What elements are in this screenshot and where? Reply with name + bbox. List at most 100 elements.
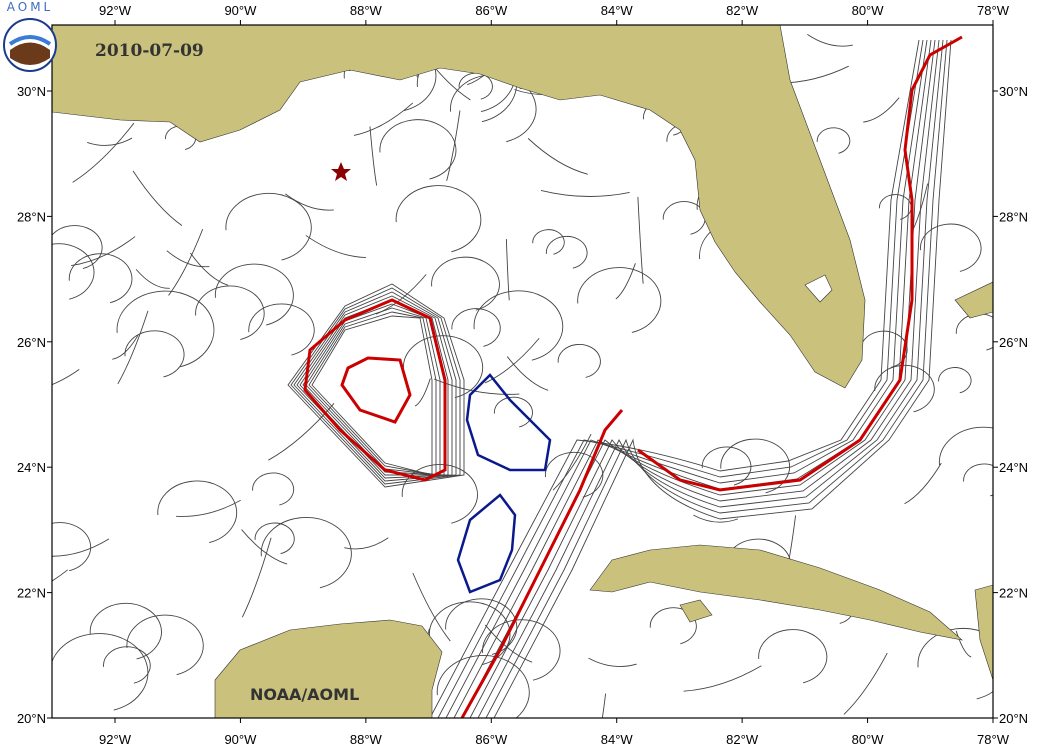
current-streamline (485, 39, 948, 718)
current-streamline (469, 39, 940, 718)
streamline (588, 657, 637, 667)
eddy-streamline (379, 119, 457, 180)
lake (804, 274, 833, 303)
us-coast (52, 25, 866, 389)
streamline (693, 514, 739, 523)
streamline (433, 378, 520, 395)
yucatan (214, 619, 443, 718)
eddy-streamline (473, 290, 564, 361)
lon-label: 78°W (977, 3, 1010, 18)
streamline (484, 624, 533, 663)
streamline (863, 97, 900, 123)
eddy-streamline (938, 426, 993, 466)
streamline (71, 236, 136, 266)
eddy-streamline (816, 127, 851, 154)
eddy-streamline (532, 229, 565, 255)
lon-label: 82°W (726, 3, 759, 18)
eddy-streamline (248, 303, 315, 356)
credit: NOAA/AOML (250, 685, 359, 704)
eddy-streamline (116, 290, 215, 368)
streamline (505, 239, 510, 301)
isla-juventud (679, 599, 713, 623)
lon-label: 88°W (350, 732, 383, 747)
lon-label: 84°W (601, 3, 634, 18)
logo-text: AOML (7, 0, 53, 14)
lat-label: 24°N (17, 460, 46, 475)
eddy-streamline (260, 517, 352, 589)
lat-label: 30°N (17, 84, 46, 99)
eddy-streamline (429, 601, 511, 666)
eddy-streamline (963, 463, 993, 497)
eddy-streamline (124, 330, 185, 378)
eddy-streamline (103, 646, 151, 684)
lat-label: 28°N (999, 209, 1028, 224)
streamline (446, 110, 461, 181)
current-streamline (437, 39, 924, 718)
eddy-streamline (52, 633, 149, 711)
eddy-streamline (701, 446, 752, 486)
eddy-streamline (758, 629, 828, 684)
lon-label: 80°W (852, 3, 885, 18)
lon-label: 86°W (475, 3, 508, 18)
lon-label: 84°W (601, 732, 634, 747)
streamline (904, 462, 942, 505)
eddy-streamline (126, 614, 204, 676)
frame (51, 24, 994, 719)
streamline (540, 189, 630, 197)
loop-current-inner (340, 356, 412, 424)
eddy-streamline (557, 343, 601, 378)
streamline (305, 235, 366, 259)
streamline (527, 138, 588, 175)
streamline (344, 537, 389, 550)
eddy-streamline (436, 655, 530, 718)
eddy-streamline (874, 364, 935, 413)
eddy-streamline (401, 464, 478, 524)
lat-label: 20°N (17, 711, 46, 726)
logo-land (10, 42, 50, 65)
streamline (52, 369, 80, 386)
lon-label: 80°W (852, 732, 885, 747)
current-streamline (461, 39, 936, 718)
current-streamline (477, 39, 944, 718)
eddy-streamline (52, 243, 95, 300)
lat-label: 28°N (17, 209, 46, 224)
eddy-streamline (254, 522, 295, 555)
streamline (369, 126, 378, 186)
eddy-streamline (157, 480, 238, 544)
gulf-stream (460, 35, 963, 718)
eddy-streamline (545, 235, 588, 269)
streamline (112, 334, 139, 360)
streamline (132, 170, 183, 227)
andros (954, 281, 993, 319)
streamline (807, 34, 853, 47)
streamline (176, 499, 241, 517)
streamline (412, 572, 451, 642)
streamline (241, 529, 288, 565)
lat-label: 26°N (999, 335, 1028, 350)
eddy-streamline (955, 313, 993, 351)
eddy-streamline (89, 602, 162, 660)
eddy-streamline (195, 285, 265, 340)
streamline (52, 538, 110, 557)
loop-streamline (299, 299, 449, 476)
lon-label: 88°W (350, 3, 383, 18)
hispaniola (974, 584, 993, 681)
streamline (506, 356, 549, 391)
streamline (683, 665, 762, 692)
eddy-streamline (431, 256, 500, 311)
current-streamline (493, 39, 952, 718)
lon-label: 90°W (224, 732, 257, 747)
streamline (52, 335, 53, 338)
lon-label: 90°W (224, 3, 257, 18)
current-streamline (445, 39, 928, 718)
lon-label: 92°W (99, 3, 132, 18)
streamline (52, 569, 69, 582)
streamline (117, 310, 149, 385)
eddy-streamline (252, 472, 295, 506)
eddy-streamline (451, 308, 501, 347)
lon-label: 92°W (99, 732, 132, 747)
eddy-streamline (214, 263, 294, 326)
streamline (615, 263, 636, 300)
streamline (168, 228, 204, 296)
streamline (190, 252, 229, 286)
